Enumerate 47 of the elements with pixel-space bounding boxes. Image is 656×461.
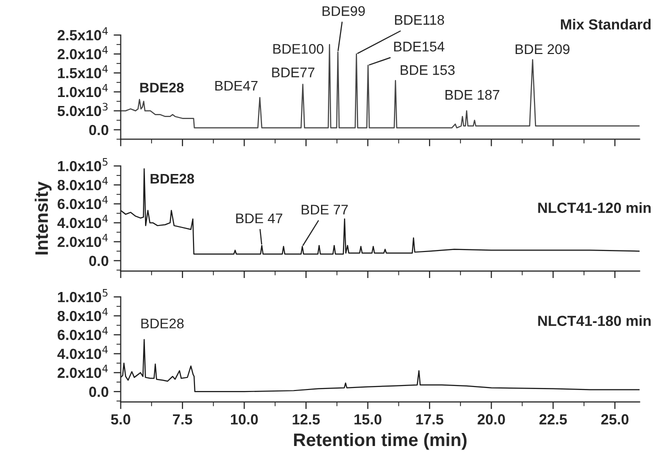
- annotation: BDE 209: [516, 44, 570, 54]
- y-tick-label: 2.0x10$^{4}$: [58, 234, 108, 248]
- x-axis-title: Retention time (min): [294, 432, 467, 450]
- x-tick-label: 12.5: [292, 414, 320, 425]
- y-tick-label: 1.5x10$^{4}$: [58, 65, 108, 78]
- x-tick-label: 10.0: [230, 414, 258, 425]
- y-tick-label: 0.0: [89, 386, 108, 398]
- y-tick-label: 5.0x10$^{3}$: [58, 102, 108, 116]
- y-tick-label: 8.0x10$^{4}$: [58, 308, 108, 322]
- y-tick-label: 1.0x10$^{5}$: [58, 289, 108, 302]
- annotation: BDE99: [322, 6, 365, 16]
- y-tick-label: 0.0: [89, 256, 108, 266]
- y-tick-label: 2.0x10$^{4}$: [58, 364, 108, 378]
- annotation: BDE 187: [446, 90, 500, 100]
- x-tick-label: 20.0: [478, 414, 505, 425]
- text: NLCT41-120 min: [538, 202, 651, 213]
- y-tick-label: 1.0x10$^{5}$: [58, 158, 108, 172]
- annotation: BDE77: [272, 68, 314, 78]
- text: Mix Standard: [560, 18, 651, 30]
- x-tick-label: 22.5: [539, 414, 567, 425]
- x-tick-label: 15.0: [354, 414, 382, 425]
- x-tick-label: 17.5: [416, 414, 444, 425]
- annotation: BDE28: [141, 318, 184, 328]
- annotation: BDE 77: [302, 204, 348, 214]
- y-tick-label: 0.0: [89, 124, 108, 136]
- annotation: BDE 153: [400, 65, 455, 75]
- x-tick-label: 25.0: [601, 414, 628, 425]
- annotation: BDE 47: [236, 214, 282, 224]
- annotation: BDE118: [395, 15, 444, 25]
- y-axis-title: Intensity: [34, 181, 52, 254]
- y-tick-label: 2.0x10$^{4}$: [58, 46, 108, 60]
- y-tick-label: 6.0x10$^{4}$: [58, 326, 108, 340]
- annotation: BDE47: [215, 80, 258, 90]
- annotation: BDE28: [150, 174, 194, 184]
- y-tick-label: 6.0x10$^{4}$: [58, 196, 108, 210]
- y-tick-label: 1.0x10$^{4}$: [58, 84, 108, 98]
- y-tick-label: 2.5x10$^{4}$: [58, 27, 108, 40]
- line-series: [120, 44, 640, 128]
- y-tick-label: 4.0x10$^{4}$: [57, 214, 108, 228]
- y-tick-label: 4.0x10$^{4}$: [57, 346, 108, 360]
- x-tick-label: 7.5: [172, 414, 192, 425]
- annotation: BDE154: [394, 42, 444, 52]
- y-tick-label: 8.0x10$^{4}$: [58, 177, 108, 190]
- x-tick-label: 5.0: [111, 414, 130, 425]
- annotation: BDE28: [140, 82, 184, 93]
- annotation: BDE100: [273, 44, 324, 54]
- text: NLCT41-180 min: [538, 315, 651, 326]
